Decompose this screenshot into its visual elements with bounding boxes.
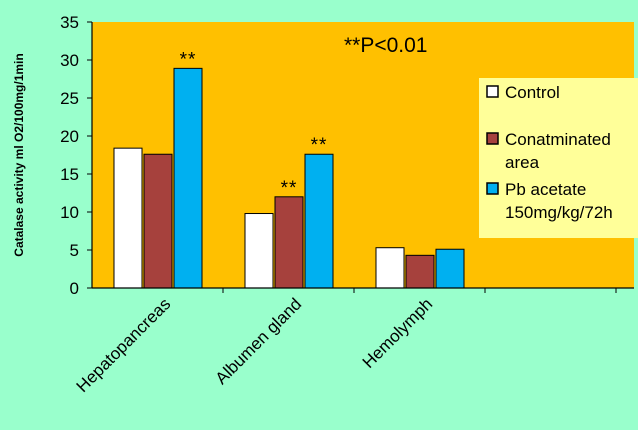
y-tick-label: 35 (60, 13, 79, 32)
significance-mark: ** (180, 49, 197, 70)
bar-contaminated-2 (405, 254, 435, 289)
bar-pb-acetate-1 (304, 153, 334, 289)
y-tick-label: 20 (60, 127, 79, 146)
p-value-annotation: **P<0.01 (344, 34, 428, 57)
bar-control-1 (244, 213, 274, 289)
bars (113, 67, 465, 289)
significance-marks: ** ** ** (180, 49, 328, 199)
significance-mark: ** (311, 135, 328, 156)
legend-label: Conatminated area (505, 130, 611, 172)
significance-mark: ** (281, 178, 298, 199)
y-tick-label: 5 (70, 241, 79, 260)
y-tick-label: 30 (60, 51, 79, 70)
y-tick-label: 0 (70, 279, 79, 298)
bar-pb-acetate-2 (435, 248, 465, 289)
y-axis-ticks: 0 5 10 15 20 25 30 35 (60, 13, 617, 298)
legend-label: Control (505, 83, 560, 102)
bar-control-0 (113, 147, 143, 289)
bar-contaminated-0 (143, 153, 173, 289)
legend-swatch-contaminated (486, 132, 499, 145)
bar-contaminated-1 (274, 196, 304, 289)
bar-pb-acetate-0 (173, 67, 203, 289)
legend-swatch-pb-acetate (486, 182, 499, 195)
legend-box (479, 78, 638, 238)
bar-control-2 (375, 247, 405, 289)
y-tick-label: 25 (60, 89, 79, 108)
legend: Control Conatminated area Pb acetate 150mg/k… (479, 78, 638, 238)
legend-swatch-control (486, 85, 499, 98)
y-tick-label: 15 (60, 165, 79, 184)
legend-label: Pb acetate 150mg/kg/72h (505, 180, 613, 222)
y-axis-label: Catalase activity ml O2/100mg/1min (12, 53, 26, 256)
y-tick-label: 10 (60, 203, 79, 222)
